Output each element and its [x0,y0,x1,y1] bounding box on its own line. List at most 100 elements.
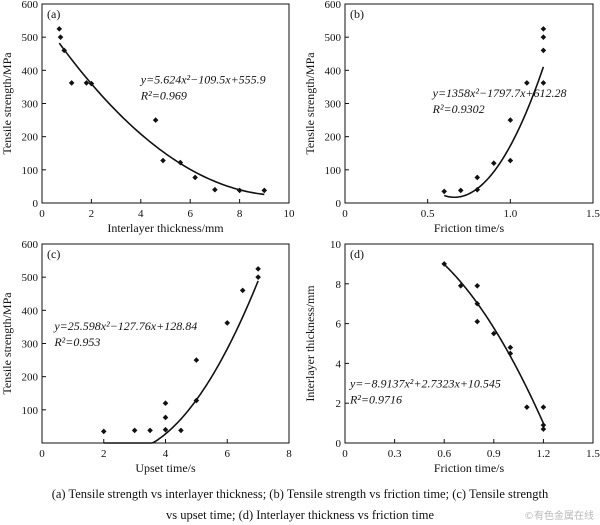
y-tick-label: 100 [22,405,39,417]
y-tick-label: 6 [336,319,342,331]
data-point [178,427,184,434]
plot-frame [41,3,290,204]
data-point [255,274,261,280]
x-axis-label: Friction time/s [434,221,505,235]
y-tick-label: 0 [336,198,342,210]
fit-curve [103,280,259,444]
y-tick-label: 500 [22,32,39,44]
data-point [162,414,169,421]
data-point [152,117,159,123]
data-point [540,47,547,54]
data-point [474,282,481,289]
y-tick-label: 100 [325,165,342,177]
data-point [162,400,169,406]
y-axis-label: Interlayer thickness/mm [303,285,317,402]
y-tick-label: 400 [22,65,39,77]
panel-label: (a) [47,7,60,21]
y-tick-label: 400 [325,65,342,77]
y-tick-label: 300 [22,339,39,351]
data-point [507,350,514,357]
data-point [457,187,464,194]
x-tick-label: 10 [284,208,296,220]
x-tick-label: 8 [237,208,243,220]
y-tick-label: 500 [325,32,342,44]
x-tick-label: 0.9 [487,448,501,460]
x-axis-label: Interlayer thickness/mm [107,221,224,235]
data-point [507,117,514,123]
y-tick-label: 500 [22,272,39,284]
y-tick-label: 200 [325,132,342,144]
data-point [61,47,68,54]
data-point [193,357,200,363]
x-tick-label: 0.6 [437,448,451,460]
data-point [261,187,268,194]
y-tick-label: 400 [22,305,39,317]
data-point [83,80,90,86]
fit-curve [443,263,545,424]
x-tick-label: 6 [187,208,193,220]
r-squared: R²=0.9302 [432,102,485,116]
y-tick-label: 10 [330,239,342,251]
y-tick-label: 2 [336,398,342,410]
y-tick-label: 300 [22,99,39,111]
data-point [524,80,530,86]
data-point [507,157,514,164]
data-point [540,426,547,432]
data-point [56,26,63,32]
y-axis-label: Tensile strength/MPa [303,52,317,155]
x-tick-label: 6 [225,448,231,460]
panel-label: (d) [350,247,364,261]
r-squared: R²=0.969 [140,89,187,103]
data-point [457,282,464,289]
data-point [88,80,95,87]
fit-curve [443,66,545,199]
data-point [507,344,514,351]
r-squared: R²=0.953 [53,335,100,349]
x-tick-label: 2 [101,448,107,460]
x-tick-label: 0 [342,208,348,220]
y-axis-label: Tensile strength/MPa [0,292,14,395]
data-point [177,159,184,166]
panel-label: (b) [350,7,364,21]
r-squared: R²=0.9716 [349,392,402,406]
fit-equation: y=1358x²−1797.7x+612.28 [432,86,567,100]
x-axis-label: Upset time/s [135,461,196,475]
y-tick-label: 200 [22,132,39,144]
fit-curve [58,42,265,196]
data-point [441,188,447,195]
data-point [192,174,198,181]
figure-caption-line-2: vs upset time; (d) Interlayer thickness … [166,508,434,522]
data-point [491,330,497,337]
fit-equation: y=25.598x²−127.76x+128.84 [53,319,197,333]
fit-equation: y=5.624x²−109.5x+555.9 [140,73,266,87]
x-tick-label: 0 [342,448,348,460]
data-point [236,187,243,194]
y-tick-label: 600 [22,239,39,251]
data-point [540,26,547,32]
data-point [540,80,547,86]
data-point [474,186,481,193]
data-point [212,186,218,193]
x-tick-label: 1.5 [586,448,600,460]
data-point [162,426,169,433]
x-axis-label: Friction time/s [434,461,505,475]
fit-equation: y=−8.9137x²+2.7323x+10.545 [349,376,501,390]
data-point [474,300,481,307]
figure-caption-line-1: (a) Tensile strength vs interlayer thick… [51,487,549,501]
y-tick-label: 300 [325,99,342,111]
data-point [193,397,200,404]
chart-panel-1: 0 0.5 1.0 1.5 0 100 200 300 400 500 600 Friction ti… [303,0,600,235]
data-point [100,428,107,435]
data-point [540,422,547,428]
chart-panel-3: 0 0.3 0.6 0.9 1.2 1.5 0 2 4 6 8 10 Friction time/s In… [303,239,600,475]
x-tick-label: 1.2 [537,448,551,460]
y-tick-label: 600 [325,0,342,11]
data-point [239,287,246,294]
y-tick-label: 4 [336,358,342,370]
panel-label: (c) [47,247,60,261]
x-tick-label: 8 [286,448,292,460]
y-tick-label: 200 [22,372,39,384]
x-tick-label: 1.0 [503,208,517,220]
data-point [491,160,497,166]
